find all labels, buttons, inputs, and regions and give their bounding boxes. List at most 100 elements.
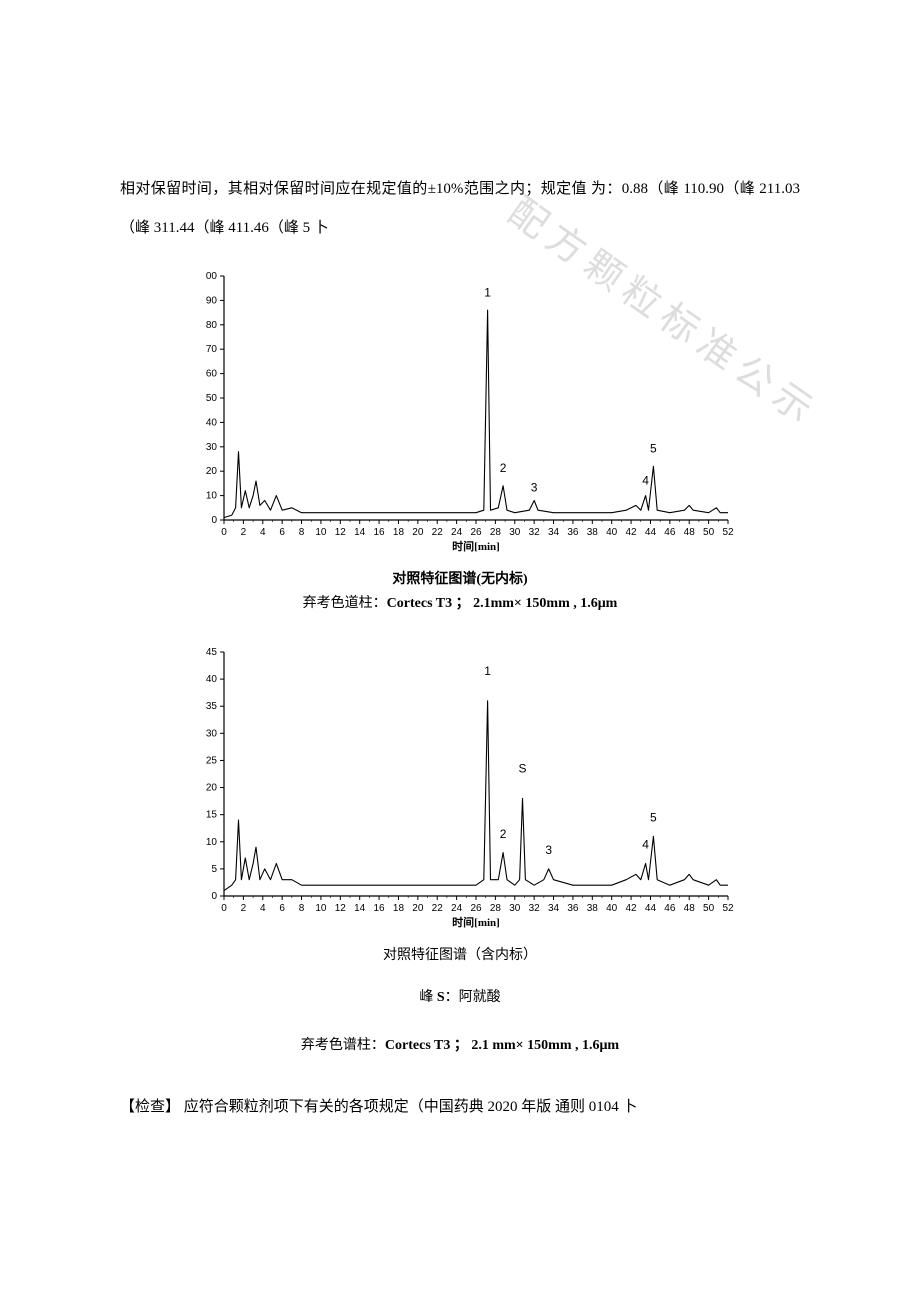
svg-text:26: 26 [470,903,482,914]
svg-text:24: 24 [451,527,463,538]
svg-text:90: 90 [206,295,218,306]
chart1-subcaption-bold: Cortecs T3 ； 2.1mm× 150mm , 1.6μm [387,596,618,611]
svg-text:0: 0 [221,527,227,538]
chart1-subcaption-prefix: 弃考色道柱： [303,596,387,611]
svg-text:40: 40 [206,674,218,685]
svg-text:30: 30 [509,903,521,914]
svg-text:48: 48 [684,903,696,914]
svg-text:12: 12 [335,527,347,538]
svg-text:10: 10 [206,491,218,502]
chart2-container: 0510152025303540450246810121416182022242… [120,640,800,964]
svg-text:15: 15 [206,810,218,821]
chart2-svg: 0510152025303540450246810121416182022242… [180,640,740,940]
svg-text:0: 0 [211,515,217,526]
svg-text:28: 28 [490,903,502,914]
svg-text:42: 42 [626,903,638,914]
svg-text:40: 40 [206,417,218,428]
svg-text:10: 10 [206,837,218,848]
peak-s-prefix: 峰 [419,990,437,1005]
svg-text:14: 14 [354,527,366,538]
svg-text:36: 36 [567,903,579,914]
svg-text:24: 24 [451,903,463,914]
svg-text:52: 52 [722,527,734,538]
svg-text:46: 46 [664,903,676,914]
svg-text:46: 46 [664,527,676,538]
svg-text:20: 20 [412,903,424,914]
svg-text:0: 0 [211,891,217,902]
svg-text:52: 52 [722,903,734,914]
svg-text:S: S [519,762,527,776]
svg-text:1: 1 [484,285,491,299]
svg-text:40: 40 [606,903,618,914]
svg-text:26: 26 [470,527,482,538]
svg-text:22: 22 [432,903,444,914]
svg-text:30: 30 [509,527,521,538]
svg-text:32: 32 [529,903,541,914]
svg-text:3: 3 [545,843,552,857]
intro-paragraph: 相对保留时间，其相对保留时间应在规定值的±10%范围之内；规定值 为：0.88（… [120,170,800,248]
svg-text:44: 44 [645,903,657,914]
svg-text:20: 20 [206,783,218,794]
chart1-container: 0102030405060708090000246810121416182022… [120,264,800,612]
svg-text:8: 8 [299,903,305,914]
svg-text:22: 22 [432,527,444,538]
svg-text:16: 16 [374,527,386,538]
chart1-caption: 对照特征图谱(无内标) [120,568,800,588]
svg-text:2: 2 [500,461,507,475]
svg-text:45: 45 [206,647,218,658]
svg-text:36: 36 [567,527,579,538]
svg-text:50: 50 [206,393,218,404]
svg-text:50: 50 [703,903,715,914]
svg-text:6: 6 [279,903,285,914]
svg-text:2: 2 [241,527,247,538]
svg-text:14: 14 [354,903,366,914]
svg-text:16: 16 [374,903,386,914]
svg-text:0: 0 [221,903,227,914]
svg-text:50: 50 [703,527,715,538]
svg-text:70: 70 [206,344,218,355]
svg-text:8: 8 [299,527,305,538]
svg-text:38: 38 [587,903,599,914]
svg-text:00: 00 [206,271,218,282]
svg-text:10: 10 [315,527,327,538]
svg-text:6: 6 [279,527,285,538]
svg-text:5: 5 [211,864,217,875]
svg-text:时间[min]: 时间[min] [452,915,500,929]
svg-text:4: 4 [260,903,266,914]
svg-text:3: 3 [531,481,538,495]
svg-text:12: 12 [335,903,347,914]
svg-text:4: 4 [642,473,649,487]
svg-text:5: 5 [650,442,657,456]
svg-text:时间[min]: 时间[min] [452,539,500,553]
peak-s-suffix: ：阿就酸 [445,990,501,1005]
svg-text:4: 4 [260,527,266,538]
column-caption-prefix: 弃考色谱柱： [301,1038,385,1053]
svg-text:1: 1 [484,664,491,678]
svg-text:18: 18 [393,903,405,914]
svg-text:18: 18 [393,527,405,538]
column-caption-bold: Cortecs T3 ； 2.1 mm× 150mm , 1.6μm [385,1038,619,1053]
svg-text:60: 60 [206,369,218,380]
svg-text:25: 25 [206,755,218,766]
svg-text:2: 2 [241,903,247,914]
svg-text:80: 80 [206,320,218,331]
column-caption: 弃考色谱柱：Cortecs T3 ； 2.1 mm× 150mm , 1.6μm [120,1034,800,1054]
svg-text:30: 30 [206,442,218,453]
svg-text:44: 44 [645,527,657,538]
svg-text:40: 40 [606,527,618,538]
svg-text:38: 38 [587,527,599,538]
svg-text:28: 28 [490,527,502,538]
svg-text:42: 42 [626,527,638,538]
chart2-subcaption: 对照特征图谱（含内标） [120,944,800,964]
svg-text:2: 2 [500,827,507,841]
peak-s-bold: S [437,990,445,1005]
svg-text:32: 32 [529,527,541,538]
svg-text:30: 30 [206,728,218,739]
svg-text:34: 34 [548,527,560,538]
check-paragraph: 【检查】 应符合颗粒剂项下有关的各项规定（中国药典 2020 年版 通则 010… [120,1088,800,1127]
svg-text:48: 48 [684,527,696,538]
svg-text:20: 20 [412,527,424,538]
svg-text:34: 34 [548,903,560,914]
svg-text:20: 20 [206,466,218,477]
peak-s-caption: 峰 S：阿就酸 [120,986,800,1006]
